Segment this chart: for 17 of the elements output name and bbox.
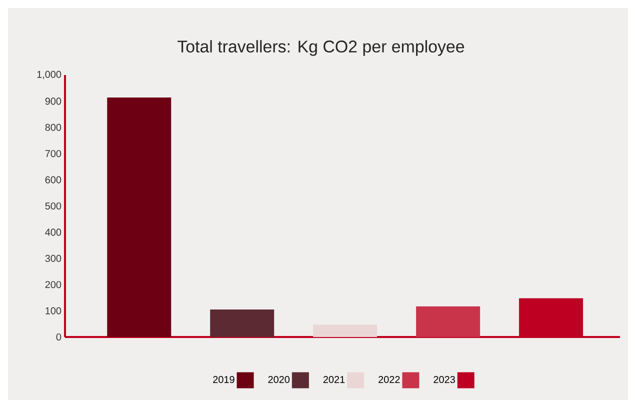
y-tick-label: 700: [45, 150, 62, 158]
legend-label: 2022: [378, 376, 400, 384]
legend-label: 2023: [434, 376, 455, 384]
y-tick-label: 1,000: [37, 70, 62, 80]
y-tick-label: 600: [45, 176, 62, 184]
legend-label: 2020: [268, 376, 290, 384]
y-tick-label: 300: [45, 254, 62, 262]
chart-title: Total travellers: Kg CO2 per employee: [178, 40, 464, 56]
y-tick-label: 200: [45, 281, 62, 288]
y-tick-label: 400: [45, 228, 62, 236]
legend-label: 2021: [323, 376, 345, 384]
legend-label: 2019: [213, 376, 234, 384]
y-tick-label: 500: [45, 202, 62, 210]
y-tick-label: 100: [46, 307, 62, 314]
y-tick-label: 900: [45, 98, 62, 105]
y-tick-label: 0: [56, 333, 62, 341]
y-tick-label: 800: [45, 124, 62, 131]
